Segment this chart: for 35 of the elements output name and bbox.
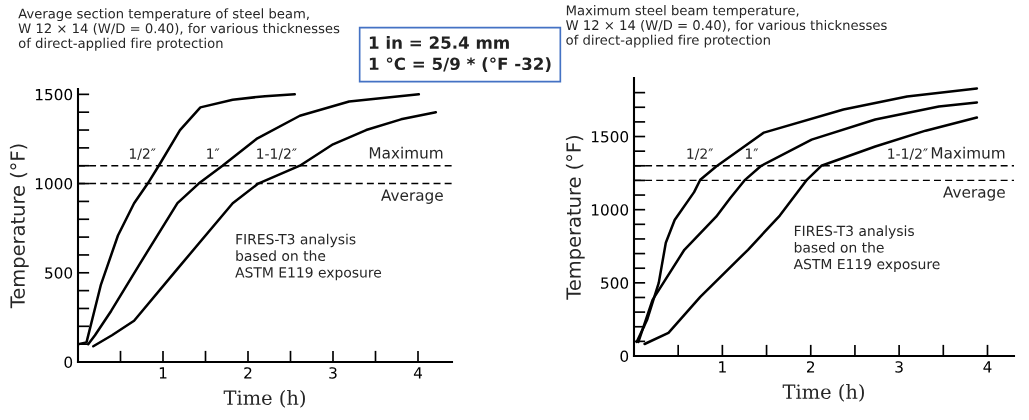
x-tick-label: 1 (719, 361, 726, 373)
ref-line-label: Maximum (931, 146, 1005, 159)
chart-title: Average section temperature of steel beam, W 12 × 14 (W/D = 0.40), for various thicknesses of direct-applied fire protection (18, 8, 340, 51)
y-tick-label: 1000 (591, 204, 629, 216)
x-tick-label: 4 (413, 367, 422, 379)
annotation: 1″ (207, 148, 220, 159)
y-tick-label: 1500 (35, 88, 73, 101)
x-tick-label: 2 (244, 367, 252, 379)
chart-title: Maximum steel beam temperature, W 12 × 14 (W/D = 0.40), for various thicknesses of direct-applied fire protection (566, 5, 887, 48)
y-axis-title: Temperature (°F) (9, 144, 29, 309)
y-axis-title: Temperature (°F) (565, 135, 585, 300)
y-tick-label: 500 (45, 267, 73, 279)
ref-line-label: Average (381, 189, 443, 204)
y-tick-label: 1500 (591, 130, 629, 143)
annotation: 1/2″ (687, 148, 714, 161)
x-tick-label: 3 (895, 361, 903, 373)
annotation: FIRES-T3 analysis based on the ASTM E119 exposure (235, 233, 382, 281)
text: 1 in = 25.4 mm 1 °C = 5/9 * (°F -32) (369, 36, 551, 73)
y-tick-label: 1000 (35, 178, 73, 190)
annotation: 1-1/2″ (257, 148, 297, 160)
x-tick-label: 3 (329, 367, 337, 379)
x-tick-label: 2 (807, 361, 815, 373)
annotation: FIRES-T3 analysis based on the ASTM E119 exposure (793, 225, 940, 272)
x-tick-label: 1 (159, 367, 167, 379)
ref-line-label: Average (943, 186, 1005, 201)
annotation: 1/2″ (129, 148, 156, 160)
y-tick-label: 0 (64, 356, 73, 369)
annotation: 1″ (745, 148, 759, 159)
ref-line-label: Maximum (369, 146, 443, 159)
annotation: 1-1/2″ (888, 148, 928, 161)
x-axis-title: Time (h) (782, 383, 864, 402)
x-axis-title: Time (h) (223, 389, 305, 408)
y-tick-label: 0 (620, 350, 629, 363)
y-tick-label: 500 (601, 277, 629, 289)
x-tick-label: 4 (983, 361, 992, 373)
